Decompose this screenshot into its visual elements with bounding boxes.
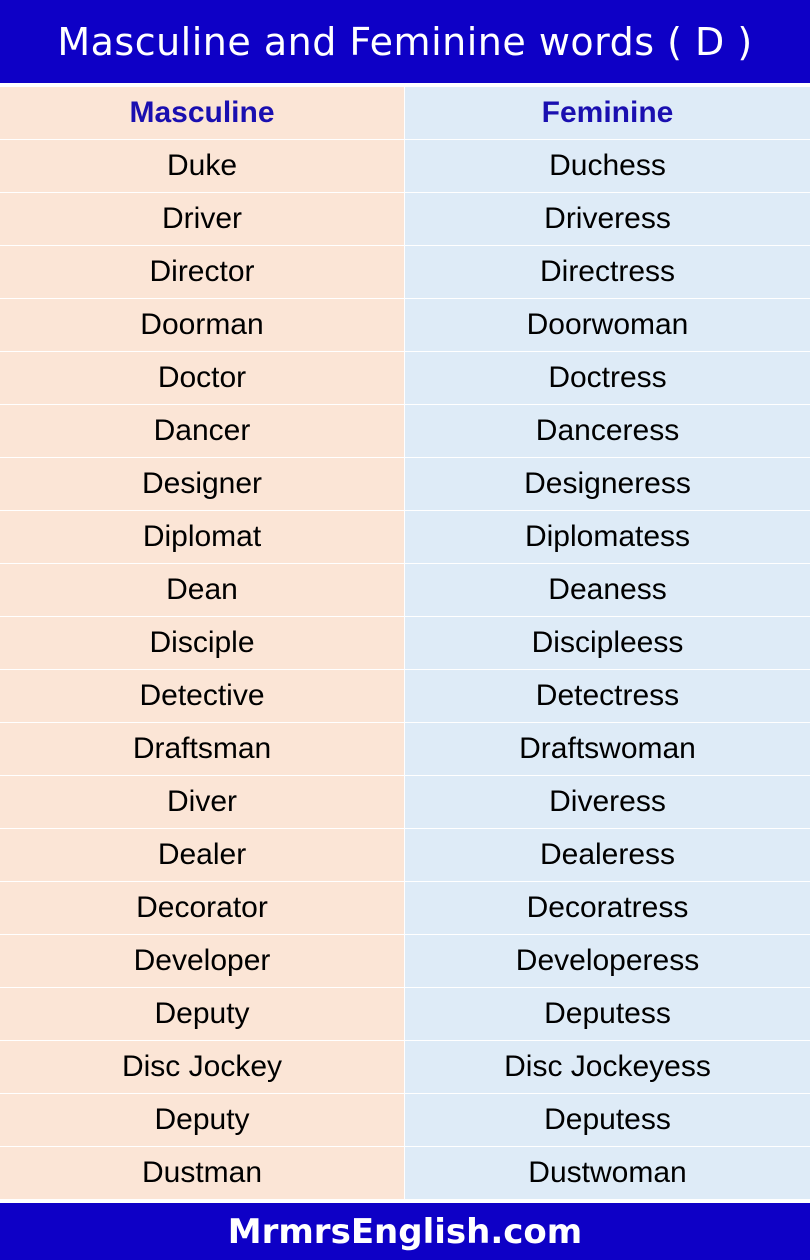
- masculine-word: Disc Jockey: [0, 1041, 405, 1093]
- table-row: Duke Duchess: [0, 140, 810, 193]
- feminine-word: Dealeress: [405, 829, 810, 881]
- masculine-word: Duke: [0, 140, 405, 192]
- masculine-column-header: Masculine: [0, 87, 405, 139]
- table-row: Doorman Doorwoman: [0, 299, 810, 352]
- masculine-word: Disciple: [0, 617, 405, 669]
- table-row: Dean Deaness: [0, 564, 810, 617]
- masculine-word: Doctor: [0, 352, 405, 404]
- feminine-word: Disc Jockeyess: [405, 1041, 810, 1093]
- feminine-word: Diveress: [405, 776, 810, 828]
- feminine-word: Directress: [405, 246, 810, 298]
- site-name: MrmrsEnglish.com: [227, 1211, 583, 1252]
- title-banner: Masculine and Feminine words ( D ): [0, 0, 810, 83]
- table-row: Dancer Danceress: [0, 405, 810, 458]
- table-row: Decorator Decoratress: [0, 882, 810, 935]
- word-table: Masculine Feminine Duke Duchess Driver Driv…: [0, 87, 810, 1200]
- feminine-word: Doorwoman: [405, 299, 810, 351]
- table-row: Disciple Discipleess: [0, 617, 810, 670]
- table-row: Dustman Dustwoman: [0, 1147, 810, 1200]
- table-row: Director Directress: [0, 246, 810, 299]
- feminine-word: Deaness: [405, 564, 810, 616]
- table-row: Driver Driveress: [0, 193, 810, 246]
- masculine-word: Dean: [0, 564, 405, 616]
- masculine-word: Diplomat: [0, 511, 405, 563]
- table-row: Dealer Dealeress: [0, 829, 810, 882]
- masculine-word: Dealer: [0, 829, 405, 881]
- footer-banner: MrmrsEnglish.com: [0, 1203, 810, 1260]
- feminine-word: Dustwoman: [405, 1147, 810, 1199]
- feminine-word: Duchess: [405, 140, 810, 192]
- table-row: Deputy Deputess: [0, 988, 810, 1041]
- masculine-word: Deputy: [0, 988, 405, 1040]
- masculine-word: Developer: [0, 935, 405, 987]
- feminine-column-header: Feminine: [405, 87, 810, 139]
- table-row: Designer Designeress: [0, 458, 810, 511]
- feminine-word: Discipleess: [405, 617, 810, 669]
- feminine-word: Danceress: [405, 405, 810, 457]
- masculine-word: Decorator: [0, 882, 405, 934]
- masculine-word: Dancer: [0, 405, 405, 457]
- feminine-word: Developeress: [405, 935, 810, 987]
- feminine-word: Decoratress: [405, 882, 810, 934]
- feminine-word: Doctress: [405, 352, 810, 404]
- feminine-word: Diplomatess: [405, 511, 810, 563]
- feminine-word: Deputess: [405, 1094, 810, 1146]
- masculine-word: Director: [0, 246, 405, 298]
- masculine-word: Diver: [0, 776, 405, 828]
- table-row: Deputy Deputess: [0, 1094, 810, 1147]
- feminine-word: Deputess: [405, 988, 810, 1040]
- table-row: Disc Jockey Disc Jockeyess: [0, 1041, 810, 1094]
- feminine-word: Detectress: [405, 670, 810, 722]
- feminine-word: Draftswoman: [405, 723, 810, 775]
- table-row: Diver Diveress: [0, 776, 810, 829]
- masculine-word: Detective: [0, 670, 405, 722]
- masculine-word: Doorman: [0, 299, 405, 351]
- table-row: Doctor Doctress: [0, 352, 810, 405]
- table-row: Developer Developeress: [0, 935, 810, 988]
- table-row: Draftsman Draftswoman: [0, 723, 810, 776]
- masculine-word: Designer: [0, 458, 405, 510]
- masculine-word: Driver: [0, 193, 405, 245]
- page-title: Masculine and Feminine words ( D ): [57, 19, 753, 64]
- table-header-row: Masculine Feminine: [0, 87, 810, 140]
- table-row: Detective Detectress: [0, 670, 810, 723]
- masculine-word: Deputy: [0, 1094, 405, 1146]
- masculine-word: Draftsman: [0, 723, 405, 775]
- feminine-word: Driveress: [405, 193, 810, 245]
- masculine-word: Dustman: [0, 1147, 405, 1199]
- table-row: Diplomat Diplomatess: [0, 511, 810, 564]
- feminine-word: Designeress: [405, 458, 810, 510]
